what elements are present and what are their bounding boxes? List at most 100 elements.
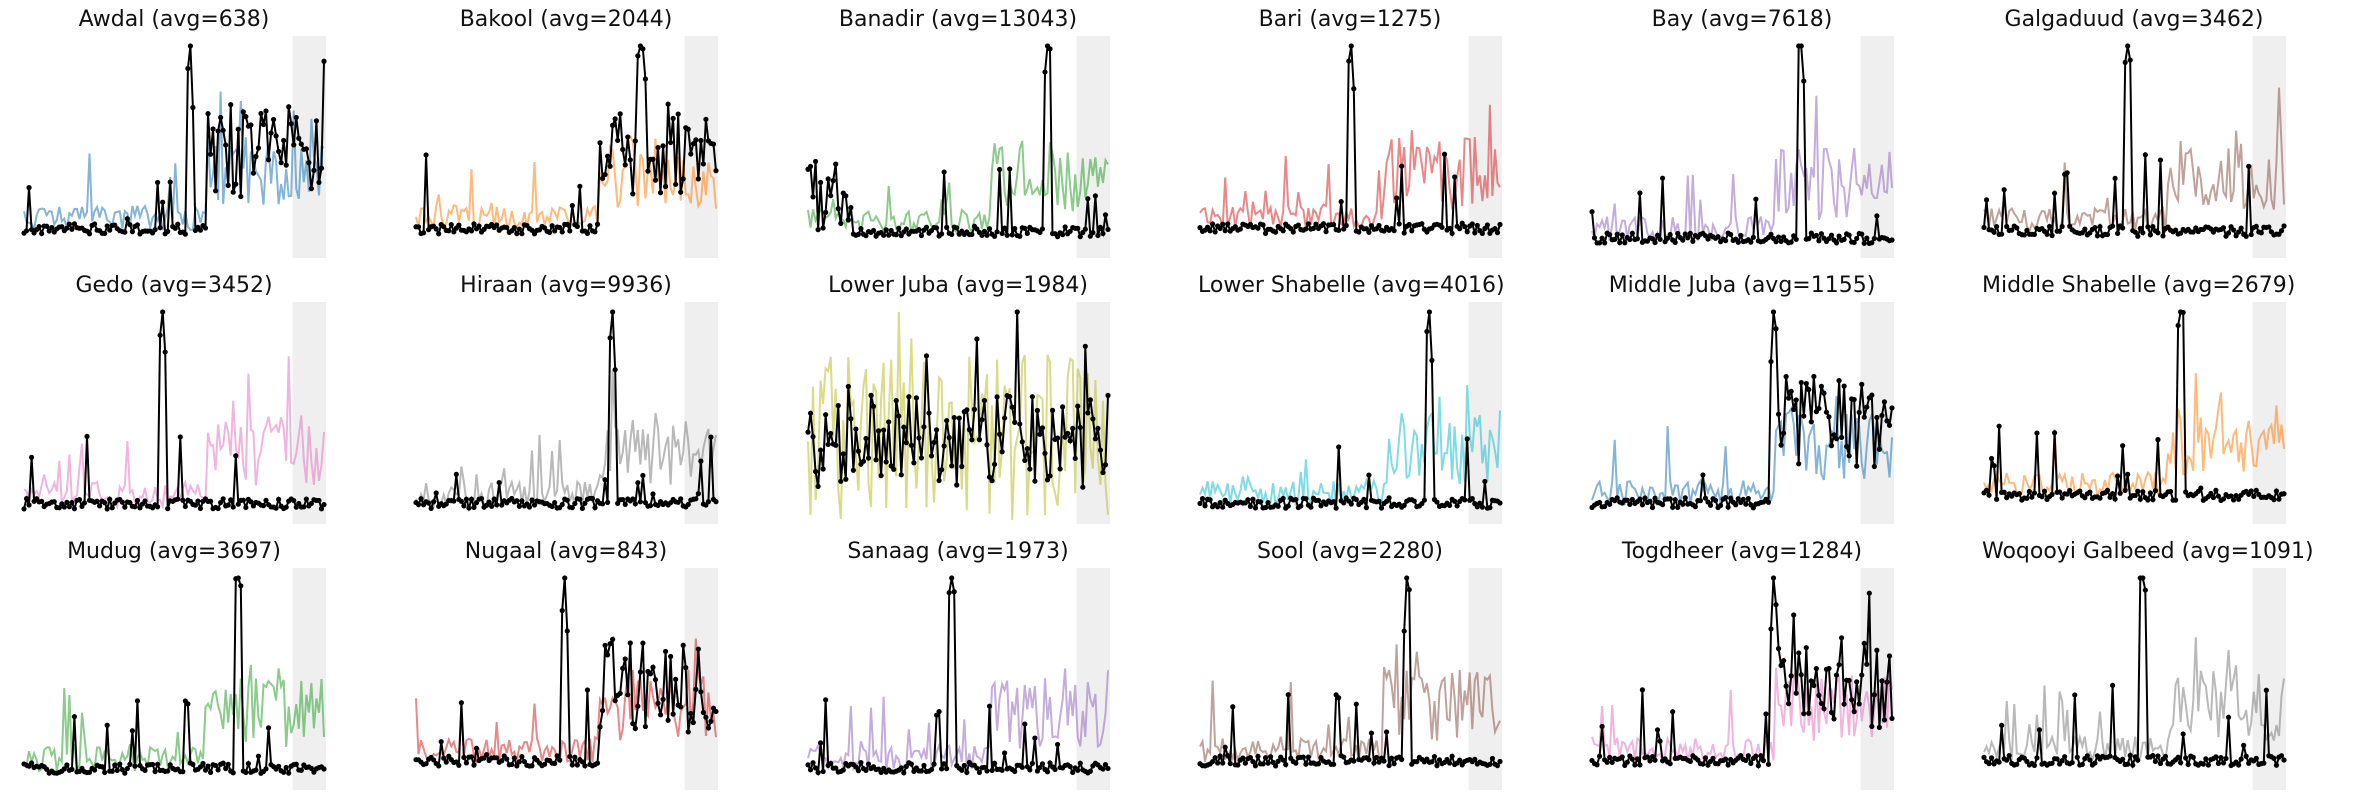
- observed-point: [1085, 196, 1091, 202]
- observed-point: [1783, 683, 1789, 689]
- observed-line: [1983, 45, 2285, 240]
- observed-point: [1487, 505, 1493, 511]
- observed-point: [2087, 489, 2093, 495]
- observed-point: [1220, 221, 1226, 227]
- observed-point: [1351, 86, 1357, 92]
- observed-point: [2112, 175, 2118, 181]
- forecast-line: [1591, 95, 1893, 244]
- observed-point: [1702, 495, 1709, 501]
- observed-point: [1464, 229, 1470, 235]
- observed-point: [185, 65, 191, 72]
- observed-point: [2054, 756, 2060, 762]
- observed-point: [61, 766, 67, 772]
- observed-point: [499, 758, 505, 764]
- observed-point: [635, 703, 641, 709]
- observed-point: [1391, 228, 1397, 234]
- observed-point: [1102, 462, 1109, 468]
- observed-point: [235, 126, 241, 132]
- panel-sool: Sool (avg=2280): [1197, 538, 1503, 790]
- observed-point: [1431, 753, 1438, 760]
- observed-point: [1429, 759, 1435, 765]
- observed-point: [1859, 672, 1865, 678]
- observed-point: [1037, 431, 1043, 437]
- observed-point: [1828, 709, 1835, 716]
- observed-point: [1285, 692, 1291, 698]
- panel-title-banadir: Banadir (avg=13043): [838, 7, 1078, 32]
- observed-point: [668, 653, 674, 660]
- observed-point: [838, 478, 844, 484]
- panel-mudug: Mudug (avg=3697): [21, 538, 327, 790]
- observed-point: [514, 763, 520, 769]
- observed-point: [833, 161, 839, 167]
- observed-point: [276, 148, 282, 155]
- observed-point: [248, 122, 254, 128]
- observed-point: [1077, 424, 1083, 431]
- observed-point: [1682, 231, 1688, 237]
- observed-point: [1090, 230, 1096, 236]
- observed-point: [2059, 758, 2065, 764]
- observed-point: [1768, 231, 1774, 237]
- observed-point: [688, 710, 694, 717]
- observed-point: [1449, 753, 1455, 759]
- observed-point: [933, 225, 940, 231]
- observed-point: [511, 755, 517, 761]
- observed-point: [959, 463, 965, 470]
- observed-point: [2220, 496, 2227, 502]
- observed-point: [1054, 435, 1061, 441]
- observed-point: [243, 114, 249, 120]
- observed-point: [1489, 755, 1496, 762]
- observed-point: [986, 703, 993, 709]
- observed-point: [562, 575, 568, 581]
- observed-point: [473, 745, 480, 751]
- observed-point: [2142, 587, 2148, 593]
- observed-point: [1255, 753, 1261, 759]
- observed-point: [818, 447, 824, 453]
- observed-point: [1027, 767, 1033, 773]
- observed-point: [2246, 163, 2252, 169]
- observed-point: [1667, 231, 1673, 238]
- observed-point: [2236, 229, 2242, 235]
- observed-point: [1067, 438, 1073, 444]
- observed-point: [2031, 762, 2038, 768]
- plot-bakool: [413, 36, 719, 258]
- observed-line: [1199, 311, 1501, 511]
- observed-point: [989, 767, 995, 774]
- panel-lower-juba: Lower Juba (avg=1984): [805, 272, 1111, 524]
- observed-point: [981, 228, 988, 234]
- observed-point: [1007, 166, 1013, 172]
- observed-point: [263, 766, 269, 772]
- observed-point: [855, 448, 862, 454]
- observed-point: [1783, 374, 1789, 380]
- observed-point: [1728, 231, 1734, 238]
- observed-point: [552, 760, 558, 766]
- observed-point: [2097, 223, 2103, 230]
- panel-bakool: Bakool (avg=2044): [413, 6, 719, 258]
- observed-point: [949, 575, 955, 581]
- observed-point: [2107, 494, 2113, 500]
- panel-nugaal: Nugaal (avg=843): [413, 538, 719, 790]
- observed-point: [1654, 232, 1661, 238]
- panel-sanaag: Sanaag (avg=1973): [805, 538, 1111, 790]
- observed-point: [1685, 235, 1691, 241]
- observed-point: [104, 223, 110, 229]
- panel-title-nugaal: Nugaal (avg=843): [464, 539, 668, 564]
- observed-point: [547, 229, 553, 235]
- observed-point: [1844, 443, 1850, 450]
- observed-point: [1854, 235, 1860, 242]
- observed-point: [680, 642, 686, 648]
- observed-point: [448, 221, 454, 228]
- observed-point: [567, 753, 573, 760]
- observed-point: [1017, 233, 1023, 239]
- observed-point: [2281, 223, 2287, 229]
- observed-point: [1778, 662, 1784, 669]
- observed-point: [1745, 495, 1751, 502]
- observed-point: [1607, 754, 1613, 760]
- observed-point: [873, 457, 879, 463]
- panel-bay: Bay (avg=7618): [1589, 6, 1895, 258]
- observed-point: [1996, 423, 2002, 429]
- observed-point: [916, 227, 922, 233]
- observed-point: [928, 766, 935, 773]
- observed-point: [1052, 766, 1058, 773]
- observed-point: [134, 698, 141, 704]
- observed-point: [1614, 231, 1620, 237]
